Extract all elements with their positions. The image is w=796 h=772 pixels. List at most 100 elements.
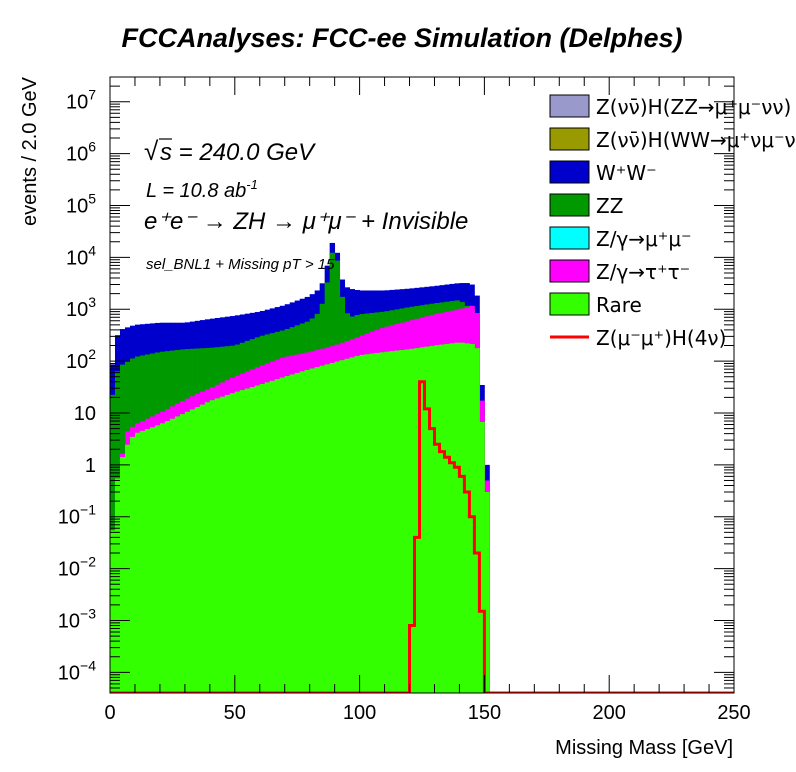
x-axis-label: Missing Mass [GeV] [555, 737, 733, 759]
bar [354, 355, 360, 693]
bar [349, 357, 356, 693]
bar [314, 367, 321, 693]
bar [369, 353, 375, 693]
legend-swatch [549, 259, 590, 283]
bar [404, 349, 410, 693]
bar [399, 350, 405, 693]
bar [144, 429, 151, 693]
y-tick-label: 10 [74, 403, 96, 425]
legend-item: ZZ [549, 193, 623, 218]
bar [414, 348, 420, 693]
bar [434, 345, 440, 693]
bar [239, 390, 246, 693]
legend-swatch [549, 94, 590, 118]
bar [110, 530, 116, 693]
y-tick-label: 102 [66, 346, 96, 373]
bar [324, 364, 331, 693]
bar [429, 345, 435, 693]
bar [149, 427, 156, 693]
bar [389, 351, 395, 693]
bar [264, 382, 271, 693]
bar [464, 343, 470, 693]
bar [474, 348, 480, 693]
x-tick-label: 150 [468, 702, 501, 724]
bar [254, 385, 261, 693]
bar [299, 371, 306, 693]
legend-item: W⁺W⁻ [549, 160, 657, 185]
y-tick-label: 10−1 [58, 502, 96, 529]
bar [479, 421, 485, 693]
bar [114, 478, 121, 693]
legend-item: Z(νν̄)H(ZZ→μ⁺μ⁻νν) [549, 94, 791, 119]
legend-label: Z(νν̄)H(ZZ→μ⁺μ⁻νν) [596, 95, 791, 119]
x-axis: 0 50 100 150 200 250 [104, 77, 751, 724]
bar [329, 362, 336, 693]
bar [214, 398, 221, 693]
y-tick-label: 106 [66, 139, 96, 166]
bar [179, 414, 186, 693]
y-axis: 10−4 10−3 10−2 10−1 1 10 102 103 104 105 106 107 [58, 76, 734, 694]
x-tick-label: 50 [224, 702, 246, 724]
y-tick-label: 10−3 [58, 605, 96, 632]
x-tick-label: 250 [717, 702, 750, 724]
legend-swatch [549, 226, 590, 250]
bar [119, 457, 126, 693]
bar [234, 391, 241, 693]
bar [419, 347, 425, 693]
x-tick-label: 200 [593, 702, 626, 724]
legend-label: Z(μ⁻μ⁺)H(4ν) [596, 326, 726, 350]
bar [244, 388, 251, 693]
bar [219, 396, 226, 693]
bar [444, 343, 450, 693]
bar [229, 393, 236, 693]
bar [294, 372, 301, 693]
luminosity-annotation: L = 10.8 ab-1 [146, 177, 258, 202]
bar [344, 358, 351, 693]
legend-item: Rare [549, 292, 642, 317]
bar [334, 361, 341, 693]
y-tick-label: 105 [66, 190, 96, 217]
y-tick-label: 104 [66, 242, 96, 269]
bar [469, 344, 475, 693]
bar [409, 348, 415, 693]
bar [484, 491, 490, 693]
bar [269, 380, 276, 693]
legend-label: Z/γ→μ⁺μ⁻ [596, 227, 692, 251]
signal-line [110, 380, 734, 693]
bar [224, 394, 231, 693]
legend-item: Z/γ→τ⁺τ⁻ [549, 259, 690, 284]
bar [459, 342, 465, 693]
y-tick-label: 103 [66, 294, 96, 321]
bar [339, 360, 346, 693]
selection-annotation: sel_BNL1 + Missing pT > 15 [146, 256, 335, 273]
legend-label: Rare [596, 293, 642, 317]
bar [364, 354, 370, 693]
bar [274, 379, 281, 693]
legend-swatch [549, 127, 590, 151]
series-Rare [110, 342, 490, 693]
bar [174, 416, 181, 693]
bar [304, 369, 311, 693]
bar [139, 430, 146, 693]
legend-item: Z(μ⁻μ⁺)H(4ν) [550, 326, 726, 350]
bar [439, 344, 445, 693]
bar [199, 404, 206, 693]
legend-label: Z(νν̄)H(WW→μ⁺νμ⁻ν) [596, 128, 796, 152]
sqrt-s-text: s = 240.0 GeV [160, 139, 316, 166]
y-tick-label: 10−4 [58, 657, 96, 684]
bar [319, 365, 326, 693]
y-tick-label: 1 [85, 455, 96, 477]
y-tick-label: 10−2 [58, 554, 96, 581]
bar [289, 374, 296, 693]
bar [184, 411, 191, 693]
legend-label: ZZ [596, 194, 623, 218]
x-tick-label: 0 [104, 702, 115, 724]
bar [209, 400, 216, 693]
bar [279, 377, 286, 693]
bar [194, 407, 201, 693]
legend-swatch [549, 160, 590, 184]
bar [204, 402, 211, 693]
bar [164, 421, 171, 693]
bar [154, 425, 161, 693]
bar [394, 350, 400, 693]
